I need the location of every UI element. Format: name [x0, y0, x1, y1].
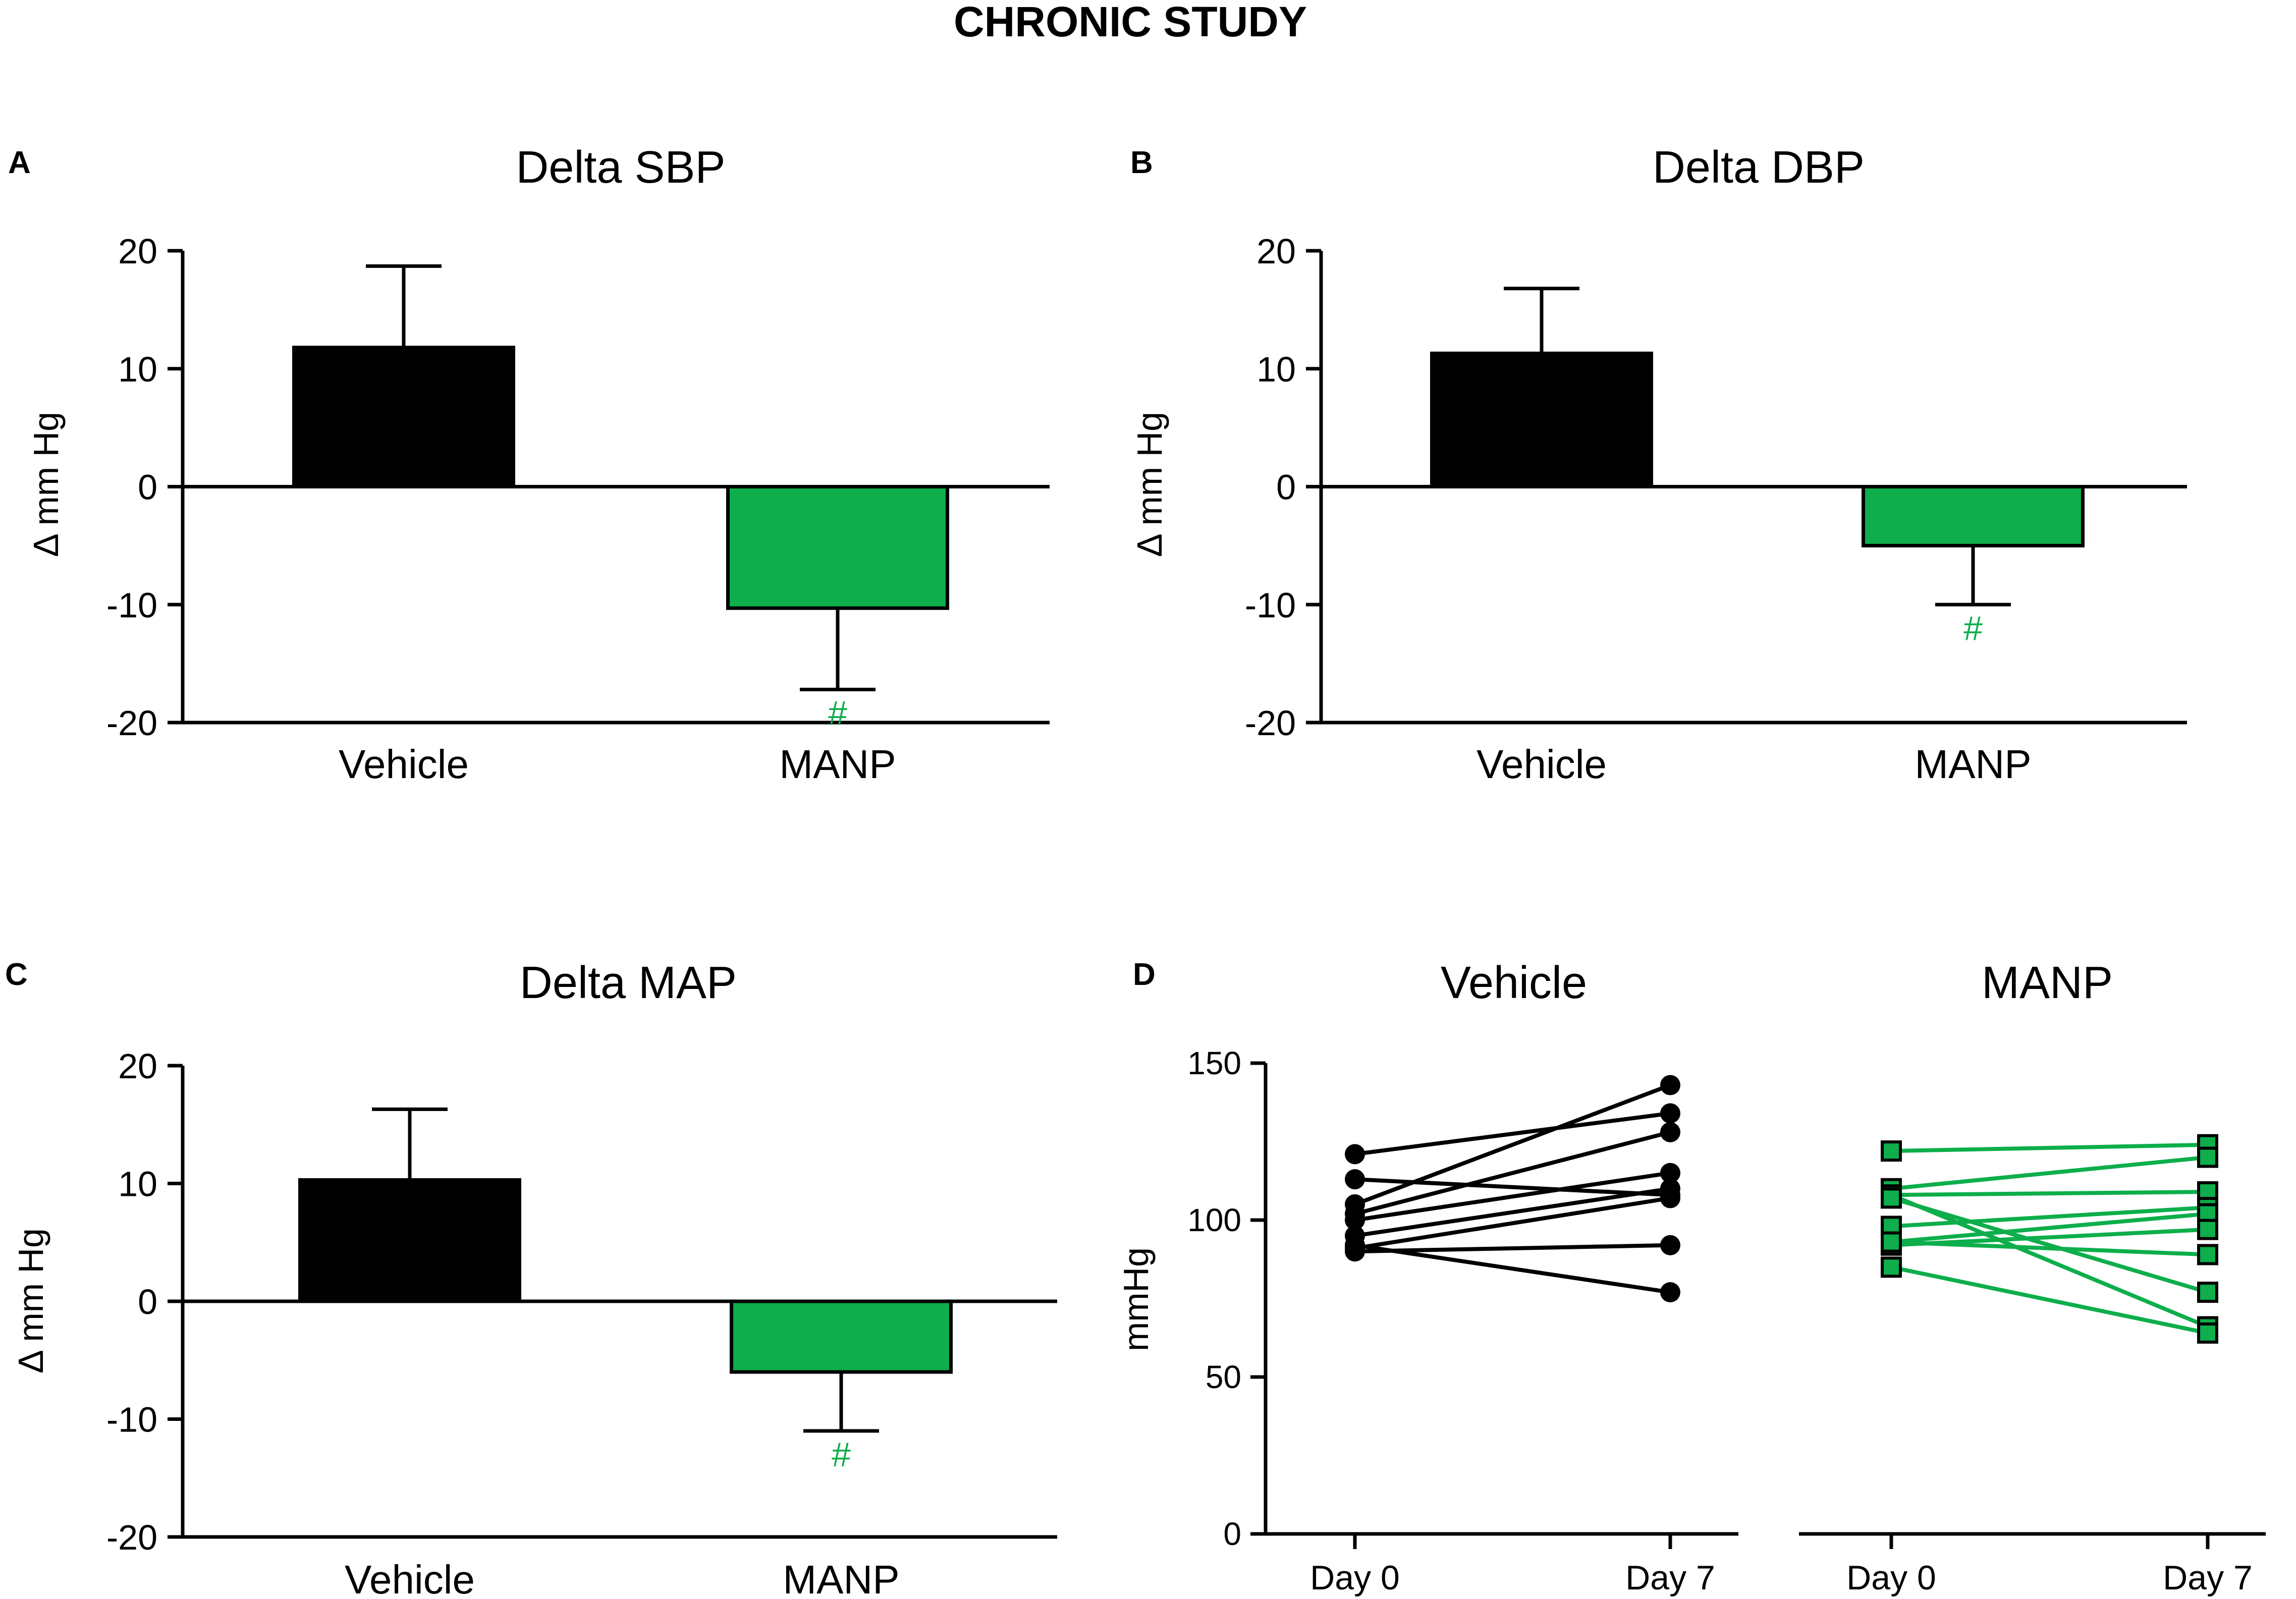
significance-marker: # — [1963, 609, 1983, 647]
chart-d-paired-mmhg: 150 100 50 0 mmHg Vehicle Day 0 Day 7 MANP Day 0 D… — [1116, 958, 2266, 1597]
y-tick-label: 10 — [118, 350, 157, 389]
y-tick-label: -10 — [106, 1400, 157, 1440]
subject-line — [1354, 1196, 1671, 1250]
y-tick-label: 50 — [1206, 1359, 1241, 1395]
y-axis-label: Δ mm Hg — [26, 412, 66, 557]
y-tick-label: 100 — [1187, 1202, 1241, 1238]
data-point — [1660, 1075, 1680, 1095]
x-category-label: Vehicle — [1477, 742, 1607, 787]
bar-vehicle — [292, 346, 515, 488]
y-axis-label: mmHg — [1116, 1247, 1156, 1351]
y-tick-label: -20 — [1245, 703, 1296, 743]
subject-line — [1891, 1142, 2208, 1153]
y-axis-label: Δ mm Hg — [11, 1228, 50, 1373]
bar-vehicle — [298, 1178, 521, 1303]
y-tick-label: 20 — [1256, 232, 1296, 271]
chart-title: Delta DBP — [1653, 142, 1865, 193]
significance-marker: # — [832, 1436, 851, 1474]
subject-line — [1354, 1243, 1671, 1295]
data-point — [2197, 1219, 2218, 1240]
y-tick-label: 150 — [1187, 1045, 1241, 1081]
y-axis-label: Δ mm Hg — [1130, 412, 1169, 557]
data-point — [2197, 1244, 2218, 1265]
subject-line — [1891, 1155, 2208, 1191]
y-tick-label: 0 — [138, 468, 157, 507]
y-tick-label: 0 — [1276, 468, 1296, 507]
data-point — [1660, 1282, 1680, 1303]
data-point — [2197, 1146, 2218, 1168]
subject-line — [1891, 1211, 2208, 1244]
y-tick-label: 0 — [1223, 1516, 1241, 1552]
chart-title: Delta SBP — [516, 142, 725, 193]
x-category-label: Day 0 — [1310, 1559, 1400, 1597]
data-point — [1881, 1140, 1902, 1162]
subject-line — [1890, 1193, 2209, 1329]
x-category-label: Day 7 — [1625, 1559, 1715, 1597]
data-point — [2197, 1322, 2218, 1344]
figure-title: CHRONIC STUDY — [954, 0, 1307, 45]
panel-d-label: D — [1133, 957, 1156, 992]
y-tick-label: 10 — [118, 1165, 157, 1204]
panel-c-label: C — [5, 957, 28, 992]
subject-line — [1890, 1196, 2209, 1294]
y-tick-label: -20 — [106, 1518, 157, 1557]
x-category-label: MANP — [783, 1557, 899, 1599]
y-tick-label: 0 — [138, 1282, 157, 1321]
y-tick-label: -10 — [106, 585, 157, 625]
y-tick-label: 20 — [118, 232, 157, 271]
data-point — [1345, 1169, 1365, 1190]
subject-line — [1354, 1130, 1671, 1216]
subject-line — [1354, 1083, 1671, 1206]
data-point — [1660, 1163, 1680, 1183]
bar-manp — [730, 1299, 953, 1374]
y-tick-label: 10 — [1256, 350, 1296, 389]
data-point — [1881, 1256, 1902, 1278]
subplot-title: Vehicle — [1441, 958, 1587, 1008]
bar-manp — [726, 485, 949, 610]
subject-line — [1891, 1190, 2208, 1197]
subject-line — [1354, 1171, 1671, 1222]
x-category-label: MANP — [1915, 742, 2031, 787]
subject-line — [1354, 1186, 1671, 1238]
chart-c-delta-map: Delta MAP 20 10 0 -10 -20 Δ mm Hg Vehicle MANP # — [11, 958, 1057, 1599]
subplot-title: MANP — [1982, 958, 2113, 1008]
significance-marker: # — [828, 694, 847, 733]
data-point — [1881, 1231, 1902, 1253]
x-category-label: Day 0 — [1846, 1559, 1936, 1597]
data-point — [1881, 1187, 1902, 1209]
data-point — [1345, 1144, 1365, 1165]
subject-line — [1354, 1243, 1671, 1254]
data-point — [1660, 1235, 1680, 1255]
chart-a-delta-sbp: Delta SBP 20 10 0 -10 -20 Δ mm Hg Vehicle MANP # — [26, 142, 1050, 787]
y-tick-label: -10 — [1245, 585, 1296, 625]
chart-title: Delta MAP — [520, 958, 737, 1008]
subject-line — [1891, 1265, 2208, 1335]
panel-b-label: B — [1130, 145, 1153, 180]
subject-line — [1354, 1111, 1671, 1156]
x-category-label: Vehicle — [339, 742, 469, 787]
data-point — [1660, 1103, 1680, 1124]
bar-vehicle — [1430, 351, 1653, 488]
subject-line — [1891, 1205, 2208, 1229]
y-tick-label: -20 — [106, 703, 157, 743]
x-category-label: Day 7 — [2163, 1559, 2253, 1597]
bar-manp — [1862, 485, 2085, 547]
panel-a-label: A — [8, 145, 31, 180]
y-tick-label: 20 — [118, 1046, 157, 1086]
data-point — [1345, 1210, 1365, 1230]
x-category-label: MANP — [779, 742, 896, 787]
x-category-label: Vehicle — [345, 1557, 475, 1599]
data-point — [2197, 1282, 2218, 1303]
subject-line — [1891, 1240, 2208, 1257]
chart-b-delta-dbp: Delta DBP 20 10 0 -10 -20 Δ mm Hg Vehicle MANP # — [1130, 142, 2187, 787]
data-point — [1660, 1188, 1680, 1208]
subject-line — [1354, 1177, 1671, 1197]
data-point — [1345, 1238, 1365, 1258]
data-point — [1660, 1122, 1680, 1142]
